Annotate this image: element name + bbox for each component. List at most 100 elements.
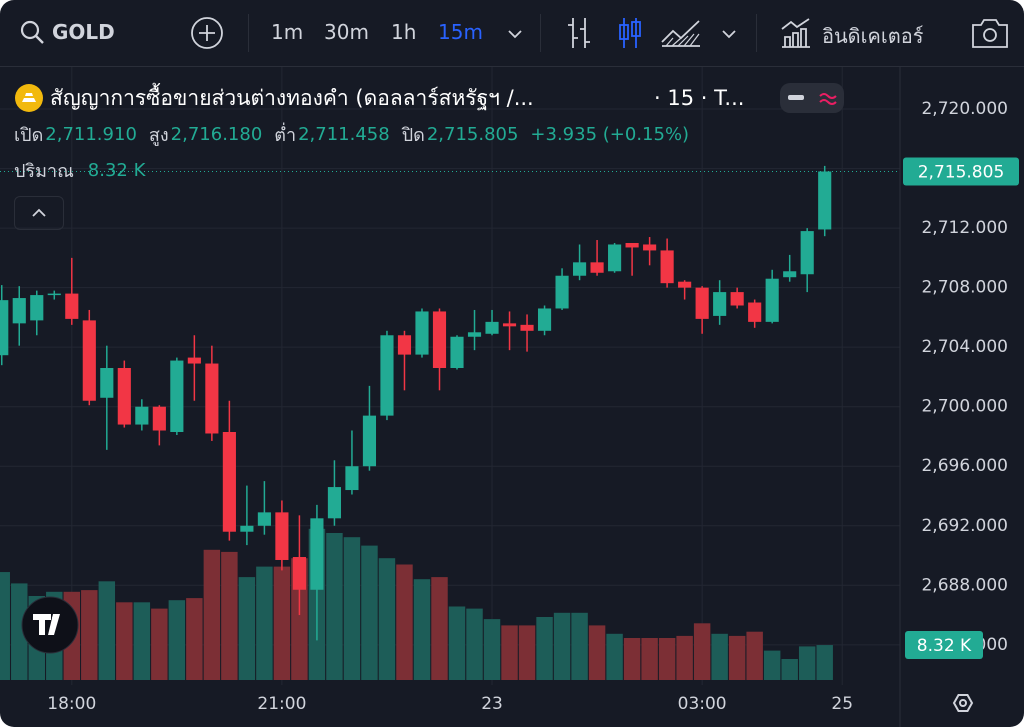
- indicators-icon[interactable]: [780, 17, 812, 49]
- legend-suffix: · 15 · T...: [654, 86, 745, 110]
- collapse-button[interactable]: [14, 196, 64, 230]
- candle-body: [257, 512, 271, 526]
- volume-bar: [133, 602, 151, 680]
- volume-bar: [606, 633, 623, 680]
- low-value: 2,711.458: [298, 123, 390, 145]
- chart-type-dropdown[interactable]: [721, 28, 737, 40]
- volume-bar: [221, 551, 238, 680]
- y-tick-label: 2,708.000: [921, 278, 1008, 298]
- tradingview-logo: [21, 596, 79, 654]
- candle-body: [135, 406, 149, 425]
- symbol[interactable]: GOLD: [52, 20, 115, 44]
- candle-body: [678, 281, 692, 288]
- volume-bar: [396, 564, 413, 680]
- volume-bar: [273, 566, 291, 680]
- interval-active[interactable]: 15m: [438, 20, 483, 44]
- y-tick-label: 2,712.000: [921, 218, 1008, 238]
- candle-body: [502, 323, 517, 327]
- candle-body: [432, 311, 447, 369]
- legend: สัญญาการซื้อขายส่วนต่างทองคำ (ดอลลาร์สหร…: [14, 80, 845, 230]
- candle-body: [608, 244, 622, 272]
- volume-badge-label: 8.32 K: [917, 636, 972, 656]
- settings-icon[interactable]: [952, 694, 974, 712]
- volume-bar: [553, 612, 571, 680]
- volume-label: ปริมาณ: [14, 160, 74, 182]
- price-badge: [903, 157, 1019, 186]
- add-symbol[interactable]: [190, 16, 224, 50]
- volume-bar: [203, 549, 221, 680]
- interval-dropdown[interactable]: [507, 28, 523, 40]
- snapshot-icon[interactable]: [971, 17, 1009, 49]
- volume-bar: [151, 608, 168, 680]
- indicators[interactable]: อินดิเคเตอร์: [822, 24, 924, 48]
- candle-body: [292, 557, 306, 590]
- candle-body: [380, 335, 394, 416]
- candle-body: [152, 406, 166, 431]
- high-label: สูง: [148, 124, 169, 146]
- volume-bar: [0, 572, 10, 680]
- candle-body: [345, 466, 359, 491]
- candle-body: [0, 300, 9, 356]
- candle-body: [100, 368, 114, 398]
- y-tick-label: 2,700.000: [921, 397, 1008, 417]
- volume-bar: [413, 579, 431, 680]
- volume-row: ปริมาณ 8.32 K: [14, 152, 844, 188]
- close-label: ปิด: [401, 124, 425, 146]
- legend-buttons[interactable]: [780, 83, 845, 113]
- gold-icon: [15, 84, 43, 112]
- open-value: 2,711.910: [45, 123, 137, 145]
- candle-body: [12, 298, 26, 324]
- volume-bar: [81, 590, 98, 680]
- y-tick-label: 2,720.000: [921, 99, 1008, 119]
- volume-bar: [326, 533, 343, 680]
- price-badge-label: 2,715.805: [918, 162, 1005, 182]
- search-icon[interactable]: [20, 20, 46, 46]
- x-tick-label: 03:00: [678, 694, 727, 714]
- high-value: 2,716.180: [170, 123, 263, 145]
- interval[interactable]: 1m: [271, 20, 304, 44]
- bar-style-icon[interactable]: [564, 16, 594, 50]
- area-style-icon[interactable]: [660, 18, 702, 48]
- candle-body: [625, 242, 639, 248]
- volume-bar: [746, 631, 763, 680]
- candle-body: [240, 525, 254, 532]
- volume-bar: [658, 638, 676, 680]
- volume-bar: [588, 625, 606, 680]
- interval[interactable]: 30m: [324, 20, 369, 44]
- candle-style-icon[interactable]: [616, 16, 646, 50]
- volume-badge: [905, 631, 983, 660]
- ohlc-row: เปิด 2,711.910 สูง 2,716.180 ต่ำ 2,711.4…: [14, 116, 844, 152]
- candle-body: [187, 357, 201, 364]
- plot-area: [0, 66, 900, 685]
- volume-bar: [448, 606, 466, 680]
- candle-body: [467, 332, 482, 337]
- candle-body: [485, 321, 499, 334]
- interval[interactable]: 1h: [391, 20, 417, 44]
- candle-body: [450, 336, 464, 369]
- candle-body: [327, 487, 342, 519]
- volume-bar: [728, 635, 746, 680]
- volume-bar: [798, 646, 816, 680]
- candle-body: [783, 271, 797, 278]
- candle-body: [660, 250, 674, 284]
- volume-bar: [256, 566, 273, 680]
- candle-body: [573, 262, 587, 276]
- candle-body: [590, 262, 604, 273]
- volume-bar: [98, 581, 116, 680]
- volume-bar: [431, 577, 448, 680]
- volume-bar: [641, 638, 658, 680]
- y-tick-label: 2,704.000: [921, 337, 1008, 357]
- low-label: ต่ำ: [274, 124, 297, 146]
- candle-body: [818, 171, 832, 230]
- candle-body: [415, 311, 429, 355]
- volume-bar: [518, 625, 536, 680]
- candle-body: [730, 292, 744, 306]
- candle-body: [222, 431, 236, 532]
- volume-bar: [763, 650, 781, 680]
- candle-body: [275, 512, 289, 560]
- volume-bar: [186, 598, 203, 680]
- volume-bar: [693, 623, 711, 680]
- x-tick-label: 23: [481, 694, 503, 714]
